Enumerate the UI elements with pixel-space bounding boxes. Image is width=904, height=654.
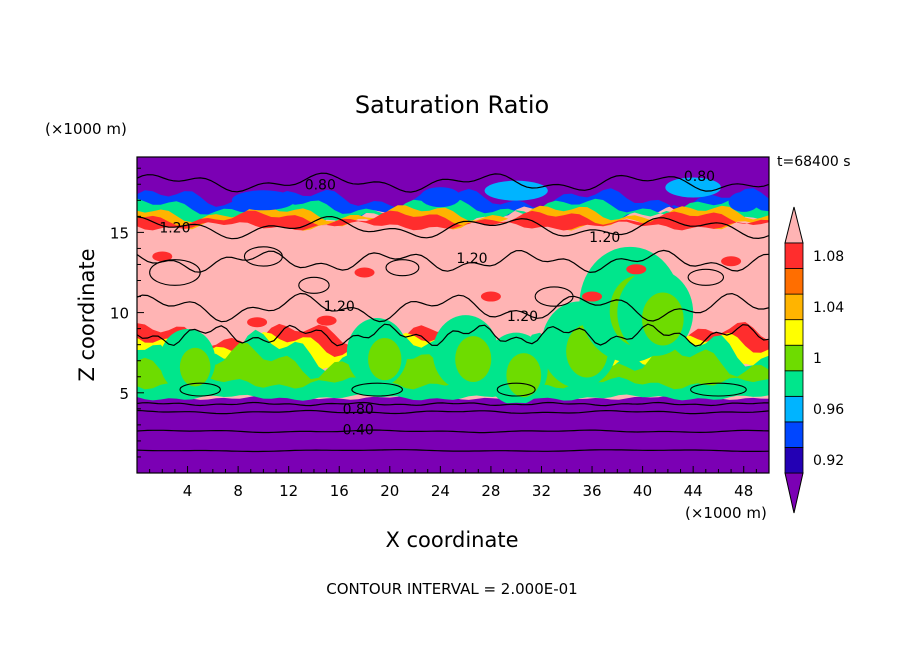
x-tick-label: 24 xyxy=(431,482,450,500)
supersaturated-spot xyxy=(721,256,742,267)
contour-line xyxy=(137,449,769,453)
convective-core xyxy=(179,347,211,387)
supersaturated-spot xyxy=(626,264,647,275)
contour-loop xyxy=(298,276,330,294)
contour-loop xyxy=(534,286,574,307)
upper-moist-patch xyxy=(231,190,295,211)
x-tick-label: 8 xyxy=(233,482,243,500)
contour-label: 1.20 xyxy=(507,309,538,325)
contour-label: 0.80 xyxy=(684,169,715,185)
contour-label: 1.20 xyxy=(159,221,190,237)
x-axis-label: X coordinate xyxy=(385,528,518,552)
x-unit-label: (×1000 m) xyxy=(685,504,767,522)
contour-label: 0.40 xyxy=(343,423,374,439)
x-tick-label: 28 xyxy=(481,482,500,500)
supersaturated-spot xyxy=(354,267,375,278)
y-unit-label: (×1000 m) xyxy=(45,120,127,138)
contour-loop xyxy=(149,259,201,286)
y-axis-ticks: 5 10 15 xyxy=(110,167,144,458)
y-tick-label: 10 xyxy=(110,305,129,323)
colorbar-segment xyxy=(784,395,804,423)
convective-core xyxy=(506,353,542,398)
colorbar-segment xyxy=(784,268,804,295)
chart-title: Saturation Ratio xyxy=(355,91,549,119)
colorbar-segment xyxy=(784,421,804,448)
contour-loop xyxy=(690,382,747,397)
y-tick-label: 15 xyxy=(110,224,129,242)
x-axis-ticks: 4 8 12 16 20 24 28 32 36 40 44 48 xyxy=(149,466,770,500)
contour-loop xyxy=(243,246,283,267)
contour-label: 1.20 xyxy=(324,299,355,315)
upper-moist-patch xyxy=(728,191,759,212)
convective-core xyxy=(368,337,402,381)
convective-core xyxy=(455,336,492,383)
colorbar-bottom-arrow xyxy=(784,472,804,514)
colorbar-segment xyxy=(784,319,804,346)
colorbar-tick-label: 0.92 xyxy=(813,453,844,469)
low-lime-band xyxy=(137,342,769,390)
contour-interval-label: CONTOUR INTERVAL = 2.000E-01 xyxy=(326,580,577,598)
contour-label: 0.80 xyxy=(343,402,374,418)
x-tick-label: 20 xyxy=(380,482,399,500)
contour-line xyxy=(137,401,769,407)
lower-dry-layer xyxy=(137,400,769,473)
contour-line xyxy=(137,409,769,415)
contour-line xyxy=(137,429,769,434)
colorbar-segment xyxy=(784,370,804,397)
contour-loop xyxy=(351,382,403,397)
contour-label: 0.80 xyxy=(305,177,336,193)
heatmap-field xyxy=(137,157,769,473)
x-tick-label: 36 xyxy=(582,482,601,500)
upper-moist-patch xyxy=(665,177,721,198)
contour-line xyxy=(137,172,769,193)
contour-label: 1.20 xyxy=(456,251,487,267)
colorbar-segment xyxy=(784,293,804,321)
contour-line xyxy=(137,249,769,274)
x-tick-label: 32 xyxy=(532,482,551,500)
upper-transition-red xyxy=(137,210,769,231)
colorbar-segment xyxy=(784,447,804,474)
colorbar-tick-label: 1 xyxy=(813,351,822,367)
time-label: t=68400 s xyxy=(777,154,851,170)
supersaturated-spot xyxy=(152,251,173,262)
x-tick-label: 4 xyxy=(183,482,193,500)
contour-line xyxy=(137,292,769,323)
supersaturated-spot xyxy=(582,291,603,302)
x-tick-label: 12 xyxy=(279,482,298,500)
supersaturated-spot xyxy=(316,315,337,326)
colorbar-tick-label: 1.04 xyxy=(813,300,844,316)
supersaturated-spot xyxy=(480,291,501,302)
y-axis-label: Z coordinate xyxy=(75,248,99,381)
upper-moist-patch xyxy=(420,187,461,208)
x-tick-label: 16 xyxy=(330,482,349,500)
supersaturated-spot xyxy=(247,317,268,328)
x-tick-label: 40 xyxy=(633,482,652,500)
x-tick-label: 44 xyxy=(684,482,703,500)
contour-loop xyxy=(179,382,221,397)
colorbar-top-arrow xyxy=(784,206,804,244)
contour-loop xyxy=(385,259,420,277)
convective-core xyxy=(641,292,684,346)
contour-loop xyxy=(687,268,725,286)
contour-lines xyxy=(137,172,769,453)
colorbar-segment xyxy=(784,344,804,372)
contour-line xyxy=(137,323,769,347)
colorbar-segment xyxy=(784,242,804,269)
contour-loop xyxy=(496,382,536,397)
y-tick-label: 5 xyxy=(119,385,129,403)
x-tick-label: 48 xyxy=(734,482,753,500)
contour-label: 1.20 xyxy=(589,230,620,246)
colorbar: 0.92 0.96 1 1.04 1.08 xyxy=(784,206,844,514)
contour-labels: 0.80 0.80 1.20 1.20 1.20 1.20 1.20 0.80 0.40 xyxy=(159,169,715,438)
upper-moist-patch xyxy=(484,180,548,201)
colorbar-tick-label: 1.08 xyxy=(813,249,844,265)
colorbar-tick-label: 0.96 xyxy=(813,402,844,418)
contour-line xyxy=(137,215,769,240)
